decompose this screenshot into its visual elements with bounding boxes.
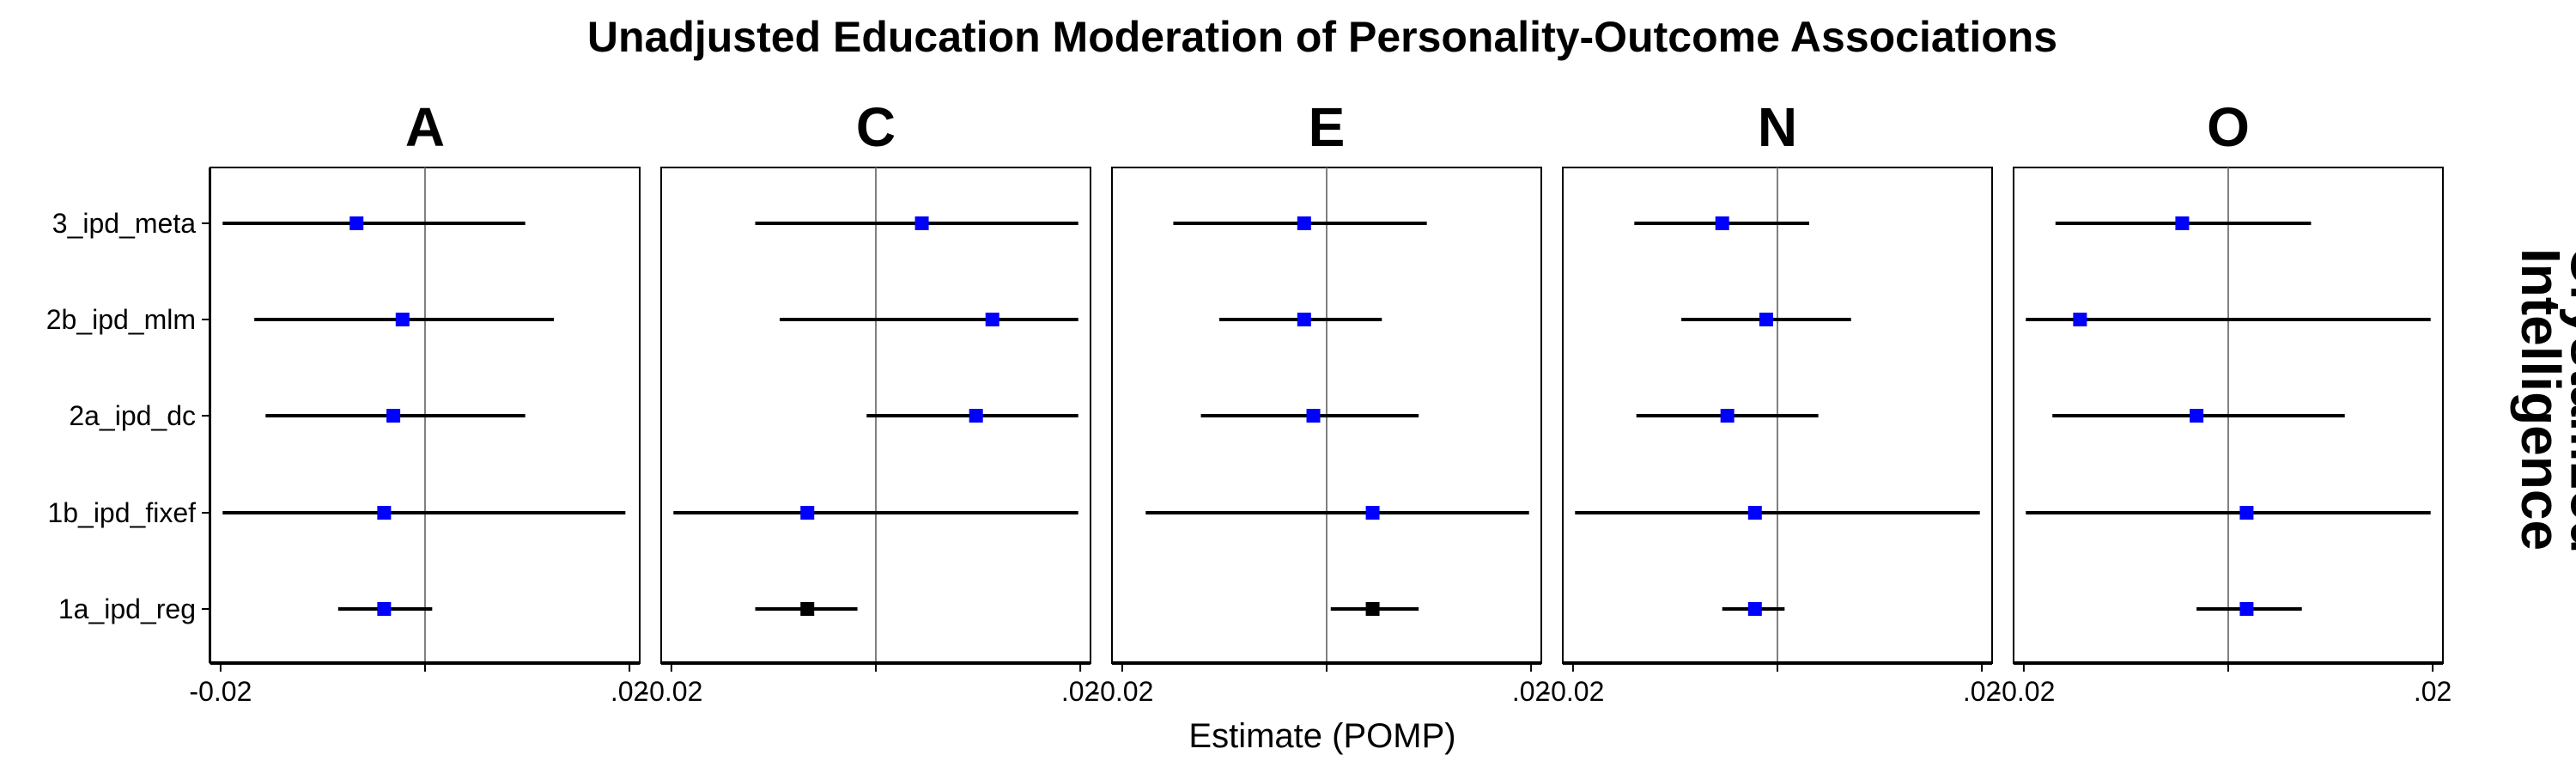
point-estimate xyxy=(386,409,401,423)
point-estimate xyxy=(2190,409,2204,423)
y-tick-label: 3_ipd_meta xyxy=(52,208,196,239)
facet-panels: 3_ipd_meta 2b_ipd_mlm 2a_ipd_dc 1b_ipd_fixe… xyxy=(46,96,2452,707)
facet-panel-n: N -0.02 .02 xyxy=(1541,96,2001,707)
point-estimate xyxy=(1365,506,1380,520)
point-estimate xyxy=(1365,602,1380,616)
point-estimate xyxy=(349,216,364,230)
point-estimate xyxy=(2175,216,2190,230)
row-strip-label: CrystallizedIntelligence xyxy=(2510,245,2576,553)
y-tick-label: 1b_ipd_fixef xyxy=(47,497,196,528)
x-tick-label: .02 xyxy=(611,676,648,707)
x-tick-label: .02 xyxy=(2414,676,2451,707)
facet-title: E xyxy=(1309,96,1346,158)
point-estimate xyxy=(1297,216,1311,230)
point-estimate xyxy=(377,602,392,616)
facet-panel-a: A -0.02 .02 xyxy=(189,96,648,707)
x-axis-label: Estimate (POMP) xyxy=(1188,717,1455,755)
point-estimate xyxy=(1759,313,1773,326)
x-tick-label: -0.02 xyxy=(640,676,702,707)
facet-title: C xyxy=(856,96,896,158)
facet-panel-c: C -0.02 .02 xyxy=(640,96,1099,707)
x-tick-label: .02 xyxy=(1512,676,1550,707)
facet-panel-o: O -0.02 .02 xyxy=(1992,96,2451,707)
y-tick-label: 2b_ipd_mlm xyxy=(46,304,196,335)
point-estimate xyxy=(1297,313,1311,326)
point-estimate xyxy=(914,216,929,230)
x-tick-label: -0.02 xyxy=(189,676,252,707)
x-tick-label: -0.02 xyxy=(1541,676,1604,707)
point-estimate xyxy=(800,506,815,520)
y-tick-label: 2a_ipd_dc xyxy=(69,400,196,431)
point-estimate xyxy=(395,313,410,326)
facet-title: O xyxy=(2207,96,2250,158)
point-estimate xyxy=(1747,506,1762,520)
row-strip-line: Crystallized xyxy=(2559,245,2576,553)
point-estimate xyxy=(377,506,392,520)
point-estimate xyxy=(800,602,815,616)
point-estimate xyxy=(2239,506,2254,520)
x-tick-label: .02 xyxy=(1061,676,1099,707)
point-estimate xyxy=(1715,216,1729,230)
facet-panel-e: E -0.02 .02 xyxy=(1091,96,1550,707)
point-estimate xyxy=(2073,313,2087,326)
point-estimate xyxy=(1306,409,1321,423)
point-estimate xyxy=(1747,602,1762,616)
y-tick-label: 1a_ipd_reg xyxy=(58,593,196,624)
chart-title: Unadjusted Education Moderation of Perso… xyxy=(587,13,2057,61)
point-estimate xyxy=(2239,602,2254,616)
facet-title: N xyxy=(1758,96,1797,158)
facet-title: A xyxy=(405,96,445,158)
x-tick-label: -0.02 xyxy=(1992,676,2055,707)
point-estimate xyxy=(969,409,983,423)
row-strip-line: Intelligence xyxy=(2510,248,2572,551)
point-estimate xyxy=(985,313,999,326)
x-tick-label: .02 xyxy=(1963,676,2001,707)
x-tick-label: -0.02 xyxy=(1091,676,1153,707)
point-estimate xyxy=(1720,409,1735,423)
